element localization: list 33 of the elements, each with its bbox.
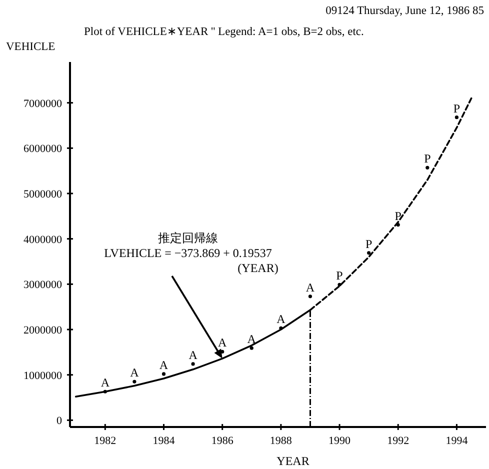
text: P [394, 208, 402, 223]
text: A [130, 366, 139, 380]
y-axis-title: VEHICLE [6, 41, 56, 53]
text: P [453, 101, 460, 116]
y-tick-label: 7000000 [24, 98, 62, 110]
y-tick-label: 4000000 [24, 234, 62, 246]
text: P [336, 268, 343, 283]
x-tick-label: 1994 [446, 435, 468, 447]
y-tick-label: 2000000 [24, 324, 62, 337]
text: A [100, 376, 110, 390]
annotation: 推定回帰線 LVEHICLE = −373.869 + 0.19537 (YEAR) [104, 231, 278, 275]
text: A [188, 348, 198, 362]
text: A [247, 332, 256, 346]
y-tick-label: 1000000 [24, 370, 62, 382]
y-tick-label: 5000000 [24, 188, 62, 200]
text: A [306, 280, 315, 294]
series-label: A [276, 312, 286, 326]
chart-subtitle: 09124 Thursday, June 12, 1986 85 [326, 5, 484, 17]
y-tick-label: 3000000 [24, 279, 62, 292]
y-tick-label: 6000000 [24, 143, 62, 156]
series-label: P [365, 236, 372, 251]
x-axis-title: YEAR [276, 454, 310, 468]
x-tick-label: 1990 [328, 435, 352, 447]
y-tick-label: 0 [56, 415, 62, 428]
chart-title: Plot of VEHICLE∗YEAR '' Legend: A=1 obs, B=2 obs, etc. [84, 26, 364, 38]
x-tick-label: 1982 [94, 435, 116, 447]
text: P [424, 152, 431, 166]
x-tick-label: 1988 [270, 435, 292, 447]
x-tick-label: 1986 [211, 435, 234, 447]
x-tick-label: 1992 [387, 435, 410, 447]
x-tick-label: 1984 [152, 435, 176, 447]
text: A [159, 358, 168, 372]
text: A [218, 336, 227, 350]
